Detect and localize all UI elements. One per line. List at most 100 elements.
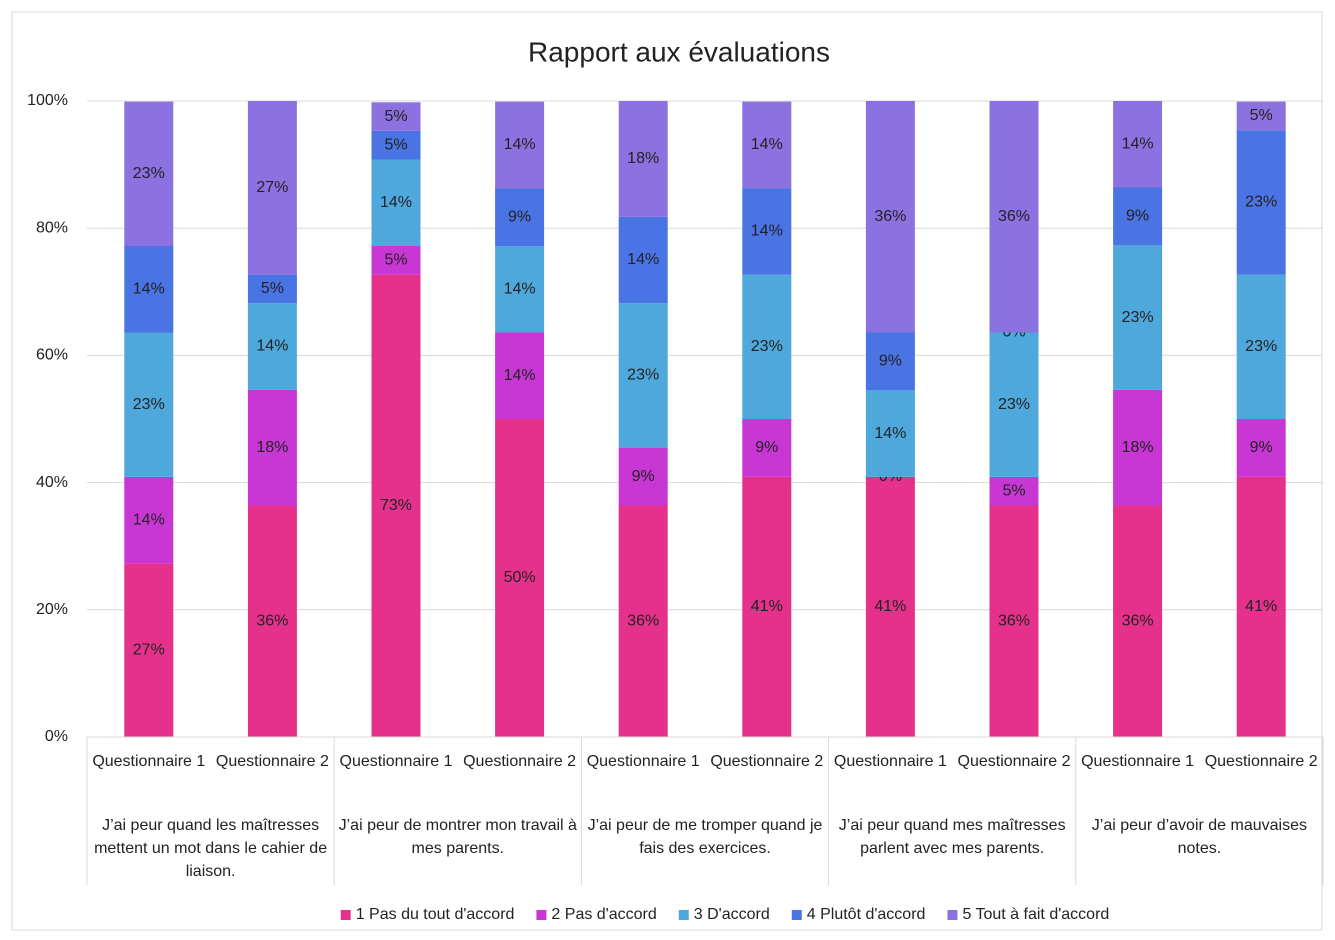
x-tick-label: Questionnaire 2 [216,753,329,770]
data-label: 14% [380,194,412,211]
legend-label: 1 Pas du tout d'accord [356,906,515,923]
bar-segment [865,390,915,477]
data-label: 41% [751,598,783,615]
bar-segment [618,101,668,217]
bar-segment [865,332,915,391]
x-tick-label: Questionnaire 1 [587,753,700,770]
bar-segment [124,101,174,247]
data-label: 36% [256,612,288,629]
legend-label: 5 Tout à fait d'accord [962,906,1109,923]
y-tick-label: 40% [36,474,68,491]
data-label: 23% [751,338,783,355]
bar-segment [495,101,545,189]
x-tick-label: Questionnaire 1 [1081,753,1194,770]
group-label: J’ai peur quand les maîtresses mettent un… [94,817,327,880]
bar-segment [742,101,792,189]
bar-segment [618,303,668,448]
data-label: 5% [384,252,407,269]
data-label: 5% [1250,107,1273,124]
data-label: 23% [627,367,659,384]
bar-segment [124,246,174,333]
bar-segment [247,303,297,390]
legend-swatch [791,910,802,920]
bar-segment [371,159,421,247]
bar-segment [1236,274,1286,419]
bar-segment [742,476,792,737]
legend-label: 3 D'accord [694,906,770,923]
bar-segment [495,419,545,737]
bar-segment [124,332,174,477]
data-label: 5% [1002,482,1025,499]
bar-segment [124,563,174,737]
bar-segment [618,505,668,737]
bar-segment [865,476,915,737]
bar-segment [742,188,792,275]
data-label: 14% [256,338,288,355]
bar-segment [495,332,545,419]
group-label: J’ai peur quand mes maîtresses parlent av… [839,817,1066,857]
data-label: 14% [504,280,536,297]
data-label: 23% [998,396,1030,413]
x-tick-label: Questionnaire 1 [92,753,205,770]
legend-label: 4 Plutôt d'accord [807,906,926,923]
bar-segment [989,101,1039,333]
x-tick-label: Questionnaire 2 [1205,753,1318,770]
data-label: 9% [632,468,655,485]
data-label: 14% [504,136,536,153]
bar-segment [495,188,545,247]
legend-swatch [340,910,351,920]
bar-segment [371,246,421,275]
x-tick-label: Questionnaire 2 [958,753,1071,770]
data-label: 14% [133,280,165,297]
x-tick-label: Questionnaire 2 [463,753,576,770]
bar-segment [1236,476,1286,737]
x-tick-label: Questionnaire 2 [710,753,823,770]
data-label: 14% [133,511,165,528]
group-label: J’ai peur d’avoir de mauvaises notes. [1092,817,1307,857]
bar-segment [124,476,174,564]
data-label: 73% [380,497,412,514]
data-label: 18% [1122,439,1154,456]
bar-segment [989,476,1039,506]
data-label: 9% [1126,208,1149,225]
data-label: 18% [256,439,288,456]
group-label: J’ai peur de montrer mon travail à mes pa… [339,817,577,857]
data-label: 14% [751,136,783,153]
bar-segment [865,101,915,333]
data-label: 14% [627,251,659,268]
bar-segment [1113,505,1163,737]
data-label: 36% [998,208,1030,225]
data-label: 14% [751,223,783,240]
bar-segment [1113,245,1163,390]
data-label: 9% [1250,439,1273,456]
data-label: 23% [1245,194,1277,211]
y-tick-label: 100% [27,92,68,109]
bar-segment [618,447,668,506]
y-tick-label: 0% [45,728,68,745]
data-label: 9% [879,353,902,370]
bar-segment [742,274,792,419]
y-tick-label: 80% [36,219,68,236]
data-label: 36% [627,612,659,629]
legend-swatch [678,910,689,920]
data-label: 41% [1245,598,1277,615]
y-tick-label: 60% [36,347,68,364]
bar-segment [989,332,1039,477]
data-label: 5% [261,280,284,297]
bar-segment [247,274,297,304]
x-tick-label: Questionnaire 1 [834,753,947,770]
data-label: 41% [874,598,906,615]
bar-segment [1236,419,1286,477]
legend-swatch [947,910,958,920]
data-label: 36% [1122,612,1154,629]
y-tick-label: 20% [36,601,68,618]
data-label: 18% [627,150,659,167]
data-label: 23% [133,165,165,182]
data-label: 23% [1122,309,1154,326]
bar-segment [495,246,545,333]
chart-title: Rapport aux évaluations [528,36,830,67]
legend-swatch [536,910,547,920]
data-label: 5% [384,108,407,125]
data-label: 14% [1122,135,1154,152]
